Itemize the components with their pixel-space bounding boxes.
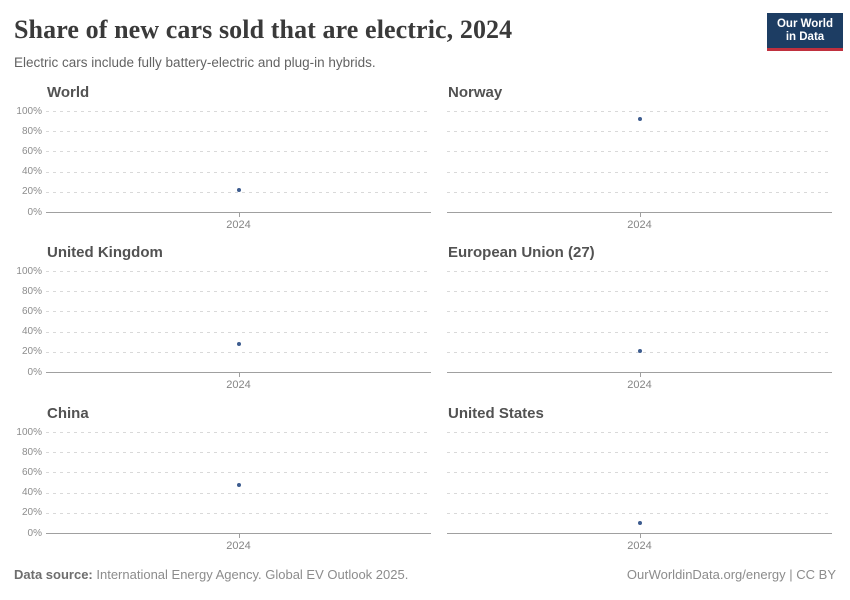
panel-title: European Union (27) [448, 244, 595, 261]
gridline [46, 271, 431, 272]
y-tick-label: 60% [21, 466, 42, 478]
x-axis-tick [238, 213, 240, 217]
gridline [46, 111, 431, 112]
y-tick-label: 20% [21, 346, 42, 358]
footer-right: OurWorldinData.org/energy | CC BY [627, 567, 836, 582]
gridline [447, 131, 832, 133]
x-tick-label: 2024 [226, 219, 251, 231]
y-tick-label: 60% [21, 305, 42, 317]
owid-logo[interactable]: Our World in Data [767, 13, 843, 51]
panel-title: Norway [448, 84, 503, 101]
x-axis-tick [238, 534, 240, 538]
data-point[interactable] [637, 520, 642, 525]
footer-separator: | [785, 567, 797, 582]
data-point[interactable] [236, 482, 241, 487]
gridline [447, 512, 832, 514]
x-tick-label: 2024 [226, 379, 251, 391]
x-axis-line [447, 212, 832, 213]
panel-title: United Kingdom [47, 244, 163, 261]
x-axis-tick [639, 373, 641, 377]
gridline [46, 512, 431, 514]
x-axis-line [46, 533, 431, 534]
gridline [447, 331, 832, 333]
gridline [447, 291, 832, 293]
gridline [46, 151, 431, 153]
gridline [46, 472, 431, 474]
gridline [447, 111, 832, 112]
y-tick-label: 40% [21, 166, 42, 178]
x-axis-tick [639, 213, 641, 217]
y-tick-label: 60% [21, 145, 42, 157]
y-tick-label: 40% [21, 326, 42, 338]
y-tick-label: 20% [21, 186, 42, 198]
y-tick-label: 100% [16, 105, 42, 117]
gridline [447, 432, 832, 433]
x-axis-line [447, 533, 832, 534]
x-axis-tick [238, 373, 240, 377]
data-source-label: Data source: [14, 567, 93, 582]
gridline [447, 492, 832, 494]
gridline [46, 171, 431, 173]
y-tick-label: 40% [21, 487, 42, 499]
footer-link[interactable]: OurWorldinData.org/energy [626, 567, 786, 582]
gridline [447, 171, 832, 173]
gridline [46, 191, 431, 193]
gridline [46, 311, 431, 313]
owid-logo-line2: in Data [785, 31, 825, 43]
panel-world: World 100% 80% 60% 40% 20% 0% 2024 [16, 84, 431, 231]
gridline [46, 131, 431, 133]
y-tick-label: 100% [16, 265, 42, 277]
x-tick-label: 2024 [627, 219, 652, 231]
chart-title: Share of new cars sold that are electric… [14, 15, 513, 44]
x-tick-label: 2024 [226, 540, 251, 552]
y-tick-label: 100% [16, 426, 42, 438]
x-axis-line [447, 372, 832, 373]
y-tick-label: 0% [27, 366, 42, 378]
panel-norway: Norway 2024 [447, 84, 832, 231]
gridline [46, 331, 431, 333]
chart-subtitle: Electric cars include fully battery-elec… [14, 55, 376, 70]
x-axis-line [46, 372, 431, 373]
panel-title: World [47, 84, 90, 101]
x-tick-label: 2024 [627, 379, 652, 391]
x-axis-line [46, 212, 431, 213]
y-tick-label: 0% [27, 527, 42, 539]
data-point[interactable] [236, 187, 241, 192]
x-tick-label: 2024 [627, 540, 652, 552]
gridline [447, 311, 832, 313]
chart-footer: Data source: International Energy Agency… [14, 567, 836, 582]
gridline [447, 452, 832, 454]
y-tick-label: 20% [21, 507, 42, 519]
panel-united-states: United States 2024 [447, 405, 832, 552]
data-point[interactable] [236, 341, 241, 346]
footer-license: CC BY [796, 567, 836, 582]
gridline [46, 351, 431, 353]
panel-title: China [47, 405, 89, 422]
data-point[interactable] [637, 348, 642, 353]
y-tick-label: 80% [21, 125, 42, 137]
panel-european-union-27: European Union (27) 2024 [447, 244, 832, 391]
panel-united-kingdom: United Kingdom 100% 80% 60% 40% 20% 0% 2024 [16, 244, 431, 391]
data-source: Data source: International Energy Agency… [14, 567, 408, 582]
panel-title: United States [448, 405, 544, 422]
data-point[interactable] [637, 117, 642, 122]
gridline [46, 432, 431, 433]
gridline [447, 472, 832, 474]
gridline [46, 452, 431, 454]
gridline [46, 291, 431, 293]
y-tick-label: 80% [21, 446, 42, 458]
y-tick-label: 0% [27, 206, 42, 218]
x-axis-tick [639, 534, 641, 538]
panel-china: China 100% 80% 60% 40% 20% 0% 2024 [16, 405, 431, 552]
y-tick-label: 80% [21, 285, 42, 297]
gridline [447, 271, 832, 272]
gridline [447, 191, 832, 193]
data-source-text: International Energy Agency. Global EV O… [92, 567, 409, 582]
gridline [46, 492, 431, 494]
owid-logo-line1: Our World [776, 18, 833, 30]
gridline [447, 151, 832, 153]
